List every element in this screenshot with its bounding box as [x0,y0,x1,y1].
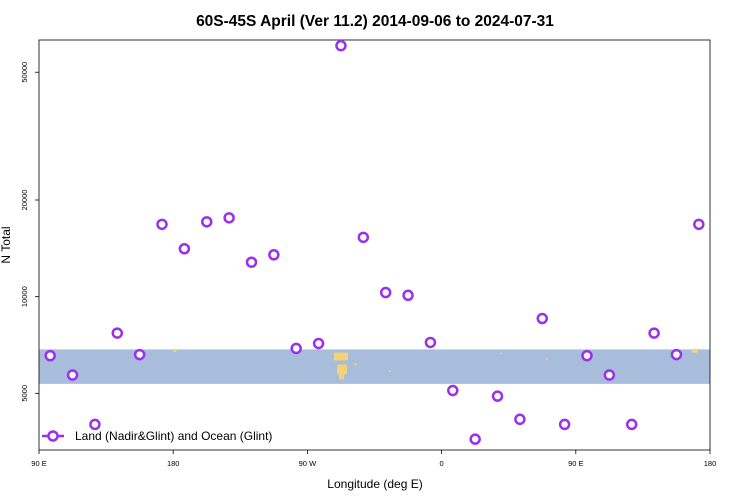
x-tick-label: 180 [704,459,717,468]
data-point [66,369,79,381]
land-fragment [500,352,502,355]
data-point [536,312,548,325]
data-point [290,342,302,355]
land-fragment [334,352,348,361]
land-fragment [173,348,177,352]
data-point [133,348,146,361]
data-point [89,418,101,431]
data-point [111,327,124,339]
data-point [335,39,347,52]
data-point [491,390,504,402]
data-point [581,349,593,362]
data-point [625,418,638,431]
y-tick-label: 10000 [20,286,29,307]
data-point [156,218,168,231]
y-axis-label: N Total [0,226,13,263]
land-fragment [354,363,357,366]
data-point [670,348,683,361]
ocean-band [39,349,710,384]
land-fragment [339,372,344,380]
y-axis: 5000 10000 20000 50000 [20,62,39,402]
data-point [245,256,258,268]
data-point [312,337,325,350]
data-point [693,218,705,231]
data-point [469,433,481,445]
land-fragment [337,364,347,375]
plot-area [38,39,711,451]
data-point [357,231,370,244]
land-fragment [692,348,698,353]
x-axis-label: Longitude (deg E) [327,477,422,491]
data-point [379,286,392,299]
legend-label: Land (Nadir&Glint) and Ocean (Glint) [75,429,272,443]
data-point [223,212,235,224]
y-tick-label: 50000 [20,62,29,83]
legend: Land (Nadir&Glint) and Ocean (Glint) [42,429,272,443]
land-fragment [389,370,391,373]
data-point [558,418,571,431]
data-point [402,289,414,302]
x-tick-label: 0 [440,459,444,468]
land-fragment [546,357,548,360]
legend-marker [47,430,59,442]
x-tick-label: 90 E [31,459,46,468]
x-tick-label: 90 E [568,459,583,468]
y-tick-label: 5000 [20,385,29,402]
data-point [514,413,526,426]
data-point [603,369,616,381]
y-tick-label: 20000 [20,190,29,211]
data-point [178,242,191,255]
x-axis: 90 E 180 90 W 0 90 E 180 [31,450,716,468]
data-point [268,249,280,261]
data-point [201,216,213,228]
chart-title: 60S-45S April (Ver 11.2) 2014-09-06 to 2… [196,13,554,30]
data-point [424,336,437,349]
plot-frame [38,39,711,451]
x-tick-label: 90 W [299,459,317,468]
data-point [648,327,660,339]
x-tick-label: 180 [167,459,180,468]
data-point [447,384,459,397]
data-point [44,349,56,362]
